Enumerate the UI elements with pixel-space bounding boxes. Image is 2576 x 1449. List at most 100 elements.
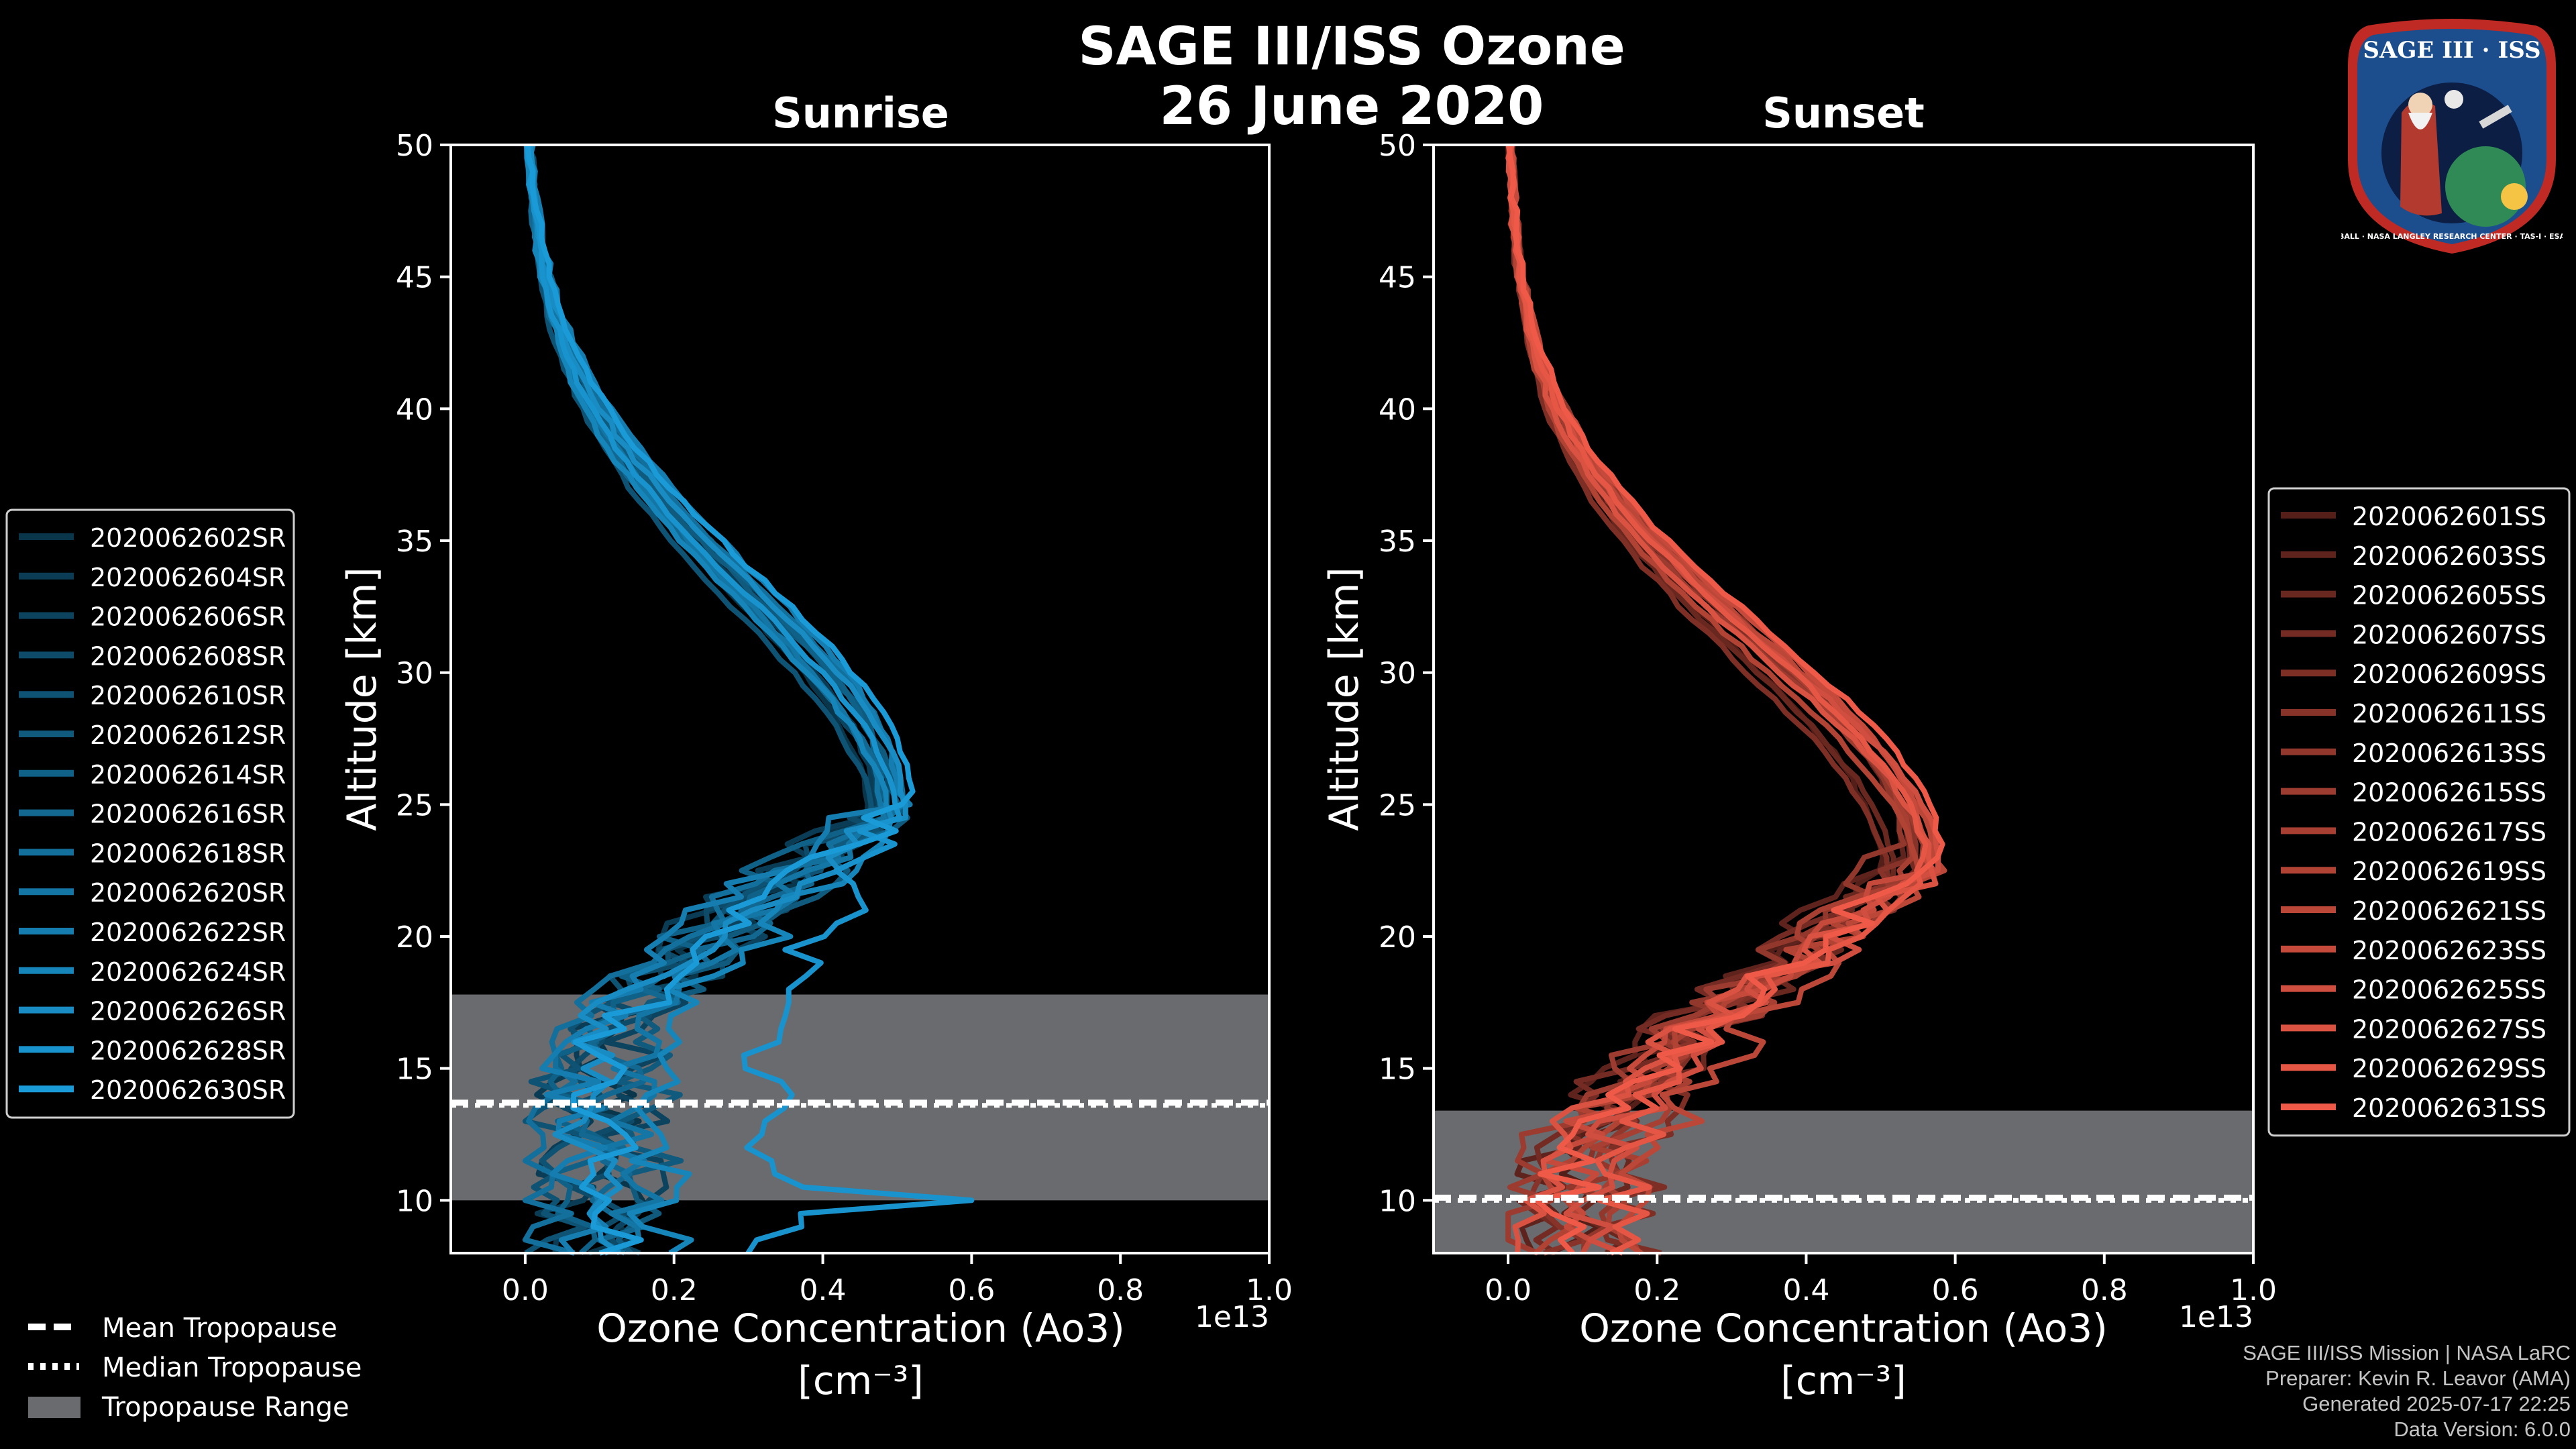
x-tick-label: 1.0 bbox=[1246, 1273, 1293, 1307]
x-tick-label: 0.6 bbox=[948, 1273, 995, 1307]
legend-entry-label: 2020062611SS bbox=[2352, 699, 2546, 729]
legend-entry-label: 2020062615SS bbox=[2352, 778, 2546, 808]
legend-entry-label: 2020062620SR bbox=[90, 878, 286, 908]
legend-entry-label: 2020062603SS bbox=[2352, 541, 2546, 571]
sunset-axes-frame bbox=[1432, 144, 2255, 1254]
sunset-legend: 2020062601SS 2020062603SS 2020062605SS 2020… bbox=[2267, 487, 2571, 1137]
legend-entry-label: 2020062625SS bbox=[2352, 975, 2546, 1005]
y-tick-label: 35 bbox=[396, 525, 433, 559]
chart-title: SAGE III/ISS Ozone bbox=[1078, 17, 1625, 77]
sunrise-plot: 10 15 20 25 30 35 40 45 50 0.0 0.2 0.4 0.6 0.8 1.0 bbox=[396, 129, 1293, 1307]
y-tick-label: 15 bbox=[396, 1053, 433, 1087]
legend-entry-label: 2020062613SS bbox=[2352, 739, 2546, 768]
sunrise-panel-title: Sunrise bbox=[772, 89, 949, 138]
tropopause-legend: Mean Tropopause Median Tropopause Tropop… bbox=[28, 1313, 362, 1423]
sun-icon bbox=[2501, 183, 2528, 210]
legend-entry-label: 2020062601SS bbox=[2352, 502, 2546, 531]
x-tick-label: 0.2 bbox=[1633, 1273, 1680, 1307]
y-tick-label: 25 bbox=[396, 788, 433, 822]
wizard-icon bbox=[2400, 101, 2442, 216]
y-tick-label: 20 bbox=[396, 920, 433, 955]
median-tropopause-label: Median Tropopause bbox=[102, 1352, 362, 1383]
legend-entry-label: 2020062618SR bbox=[90, 839, 286, 868]
logo-top-text: SAGE III · ISS bbox=[2363, 37, 2540, 64]
wizard-face-icon bbox=[2408, 93, 2432, 117]
profile-line-2020062610SR bbox=[522, 144, 880, 1256]
legend-entry-label: 2020062610SR bbox=[90, 681, 286, 710]
legend-entry-label: 2020062628SR bbox=[90, 1036, 286, 1065]
mean-tropopause-label: Mean Tropopause bbox=[102, 1313, 337, 1344]
legend-entry-label: 2020062630SR bbox=[90, 1075, 286, 1105]
legend-entry-label: 2020062623SS bbox=[2352, 936, 2546, 965]
sunset-x-scale-label: 1e13 bbox=[2179, 1300, 2253, 1334]
y-tick-label: 10 bbox=[396, 1184, 433, 1218]
legend-entry-label: 2020062612SR bbox=[90, 720, 286, 750]
y-tick-label: 20 bbox=[1379, 920, 1416, 955]
tropopause-range-label: Tropopause Range bbox=[101, 1392, 350, 1423]
legend-entry-label: 2020062627SS bbox=[2352, 1014, 2546, 1044]
sunrise-axes-frame bbox=[449, 144, 1271, 1254]
legend-entry-label: 2020062614SR bbox=[90, 760, 286, 790]
x-tick-label: 0.8 bbox=[1097, 1273, 1144, 1307]
footer-preparer: Preparer: Kevin R. Leavor (AMA) bbox=[2265, 1366, 2571, 1390]
profile-line-2020062624SR bbox=[524, 144, 894, 1256]
sunrise-x-scale-label: 1e13 bbox=[1195, 1300, 1269, 1334]
profile-line-2020062631SS bbox=[1505, 144, 1945, 1255]
logo-ring-text: BALL · NASA LANGLEY RESEARCH CENTER · TA… bbox=[2341, 232, 2563, 241]
legend-entry-label: 2020062619SS bbox=[2352, 857, 2546, 886]
y-tick-label: 15 bbox=[1379, 1053, 1416, 1087]
legend-entry-label: 2020062626SR bbox=[90, 997, 286, 1026]
profile-line-2020062628SR bbox=[524, 144, 975, 1255]
sunset-y-axis-label: Altitude [km] bbox=[1321, 567, 1368, 831]
footer-data-version: Data Version: 6.0.0 bbox=[2394, 1417, 2571, 1441]
profile-line-2020062622SR bbox=[527, 144, 913, 1255]
legend-entry-label: 2020062607SS bbox=[2352, 620, 2546, 649]
footer-credits: SAGE III/ISS Mission | NASA LaRC Prepare… bbox=[2243, 1340, 2571, 1442]
legend-entry-label: 2020062616SR bbox=[90, 800, 286, 829]
y-tick-label: 40 bbox=[1379, 392, 1416, 427]
legend-entry-label: 2020062629SS bbox=[2352, 1054, 2546, 1083]
profile-line-2020062630SR bbox=[525, 144, 916, 1256]
x-tick-label: 0.8 bbox=[2081, 1273, 2128, 1307]
x-tick-label: 0.2 bbox=[651, 1273, 698, 1307]
legend-entry-label: 2020062631SS bbox=[2352, 1093, 2546, 1123]
legend-box bbox=[2267, 487, 2571, 1137]
legend-box bbox=[5, 508, 295, 1119]
legend-entry-label: 2020062609SS bbox=[2352, 659, 2546, 689]
space-station-icon bbox=[2479, 105, 2512, 129]
y-tick-label: 35 bbox=[1379, 525, 1416, 559]
y-tick-label: 30 bbox=[1379, 657, 1416, 691]
legend-entry-label: 2020062621SS bbox=[2352, 896, 2546, 926]
y-tick-label: 10 bbox=[1379, 1184, 1416, 1218]
sunrise-x-axis-label: Ozone Concentration (Ao3) bbox=[596, 1305, 1125, 1351]
sunset-plot: 10 15 20 25 30 35 40 45 50 0.0 0.2 0.4 0.6 0.8 1.0 bbox=[1379, 129, 2277, 1307]
legend-entry-label: 2020062605SS bbox=[2352, 581, 2546, 610]
sunset-x-axis-unit: [cm⁻³] bbox=[1780, 1358, 1907, 1403]
y-tick-label: 50 bbox=[1379, 129, 1416, 163]
sunrise-y-axis-label: Altitude [km] bbox=[339, 567, 386, 831]
legend-entry-label: 2020062608SR bbox=[90, 641, 286, 671]
legend-entry-label: 2020062617SS bbox=[2352, 817, 2546, 847]
chart-subtitle: 26 June 2020 bbox=[1160, 76, 1544, 137]
sunrise-legend: 2020062602SR 2020062604SR 2020062606SR 2020… bbox=[5, 508, 295, 1119]
x-tick-label: 0.6 bbox=[1932, 1273, 1979, 1307]
y-tick-label: 45 bbox=[1379, 261, 1416, 295]
y-tick-label: 40 bbox=[396, 392, 433, 427]
legend-entry-label: 2020062622SR bbox=[90, 918, 286, 947]
legend-entry-label: 2020062624SR bbox=[90, 957, 286, 987]
legend-entry-label: 2020062602SR bbox=[90, 523, 286, 553]
sunset-panel-title: Sunset bbox=[1762, 89, 1925, 138]
profile-line-2020062623SS bbox=[1507, 144, 1937, 1254]
wizard-beard-icon bbox=[2408, 113, 2432, 129]
moon-icon bbox=[2445, 90, 2463, 109]
sunset-x-axis-label: Ozone Concentration (Ao3) bbox=[1579, 1305, 2108, 1351]
x-tick-label: 0.0 bbox=[1485, 1273, 1532, 1307]
x-tick-label: 0.0 bbox=[502, 1273, 549, 1307]
y-tick-label: 25 bbox=[1379, 788, 1416, 822]
y-tick-label: 50 bbox=[396, 129, 433, 163]
sage-iii-mission-logo: SAGE III · ISS BALL · NASA LANGLEY RESEA… bbox=[2341, 19, 2563, 254]
tropopause-range-swatch bbox=[28, 1397, 80, 1418]
footer-generated: Generated 2025-07-17 22:25 bbox=[2302, 1392, 2571, 1415]
x-tick-label: 0.4 bbox=[800, 1273, 847, 1307]
